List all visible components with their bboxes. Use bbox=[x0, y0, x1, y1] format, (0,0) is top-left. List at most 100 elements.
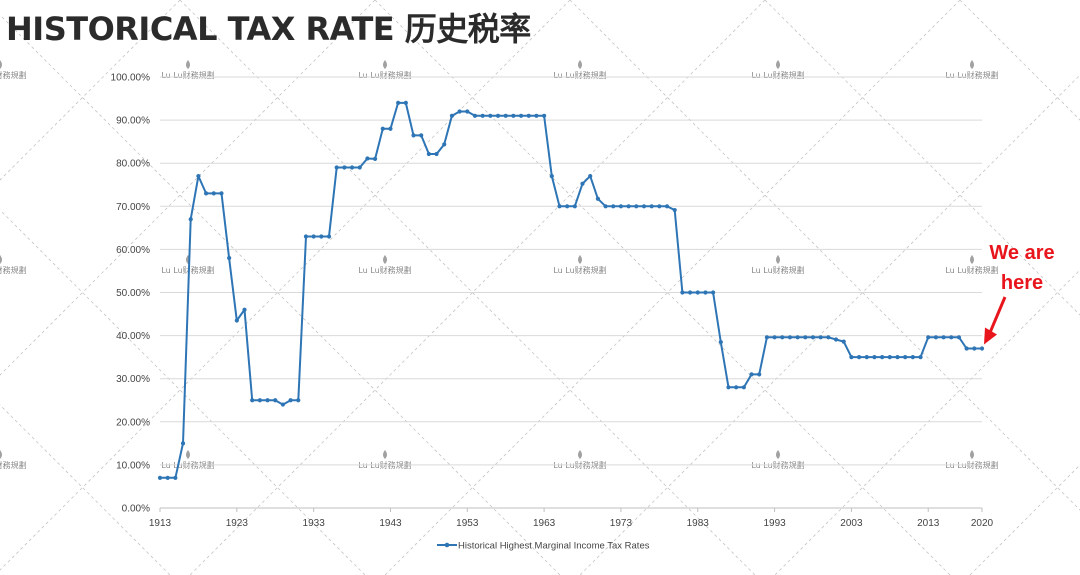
data-point bbox=[242, 307, 247, 312]
data-point bbox=[734, 385, 739, 390]
data-point bbox=[334, 165, 339, 170]
data-point bbox=[887, 355, 892, 360]
y-tick-label: 100.00% bbox=[111, 73, 151, 84]
annotation-arrow-shaft bbox=[988, 296, 1007, 334]
data-point bbox=[396, 100, 401, 105]
data-point bbox=[419, 133, 424, 138]
x-tick-label: 1973 bbox=[610, 518, 633, 529]
data-point bbox=[757, 372, 762, 377]
data-point bbox=[956, 335, 962, 340]
data-point bbox=[465, 109, 470, 114]
data-point bbox=[380, 126, 385, 131]
data-point bbox=[741, 385, 746, 390]
legend-label: Historical Highest Marginal Income Tax R… bbox=[458, 541, 650, 552]
data-point bbox=[810, 335, 816, 340]
data-point bbox=[680, 290, 685, 295]
data-point bbox=[426, 151, 431, 157]
x-tick-label: 1993 bbox=[763, 518, 786, 529]
data-point bbox=[250, 398, 255, 403]
data-point bbox=[265, 398, 270, 403]
data-point bbox=[649, 204, 654, 209]
x-tick-label: 1983 bbox=[687, 518, 710, 529]
data-point bbox=[342, 165, 347, 170]
data-point bbox=[434, 151, 439, 157]
data-point bbox=[549, 174, 554, 179]
data-point bbox=[657, 204, 662, 209]
data-point bbox=[273, 398, 278, 403]
data-point bbox=[941, 335, 946, 340]
data-point bbox=[349, 165, 355, 170]
y-tick-label: 80.00% bbox=[116, 159, 150, 170]
data-point bbox=[595, 196, 600, 201]
x-tick-label: 1933 bbox=[303, 518, 326, 529]
series-historical-rates bbox=[157, 100, 985, 480]
page-title: HISTORICAL TAX RATE 历史税率 bbox=[6, 10, 531, 48]
x-tick-label: 1943 bbox=[379, 518, 402, 529]
data-point bbox=[388, 126, 393, 131]
data-point bbox=[979, 346, 985, 351]
data-point bbox=[772, 335, 777, 340]
data-point bbox=[280, 402, 286, 407]
data-point bbox=[411, 133, 416, 138]
y-tick-label: 30.00% bbox=[116, 374, 150, 385]
data-point bbox=[895, 355, 900, 360]
data-point bbox=[257, 398, 262, 403]
data-point bbox=[488, 113, 493, 118]
data-point bbox=[918, 355, 923, 360]
data-point bbox=[718, 339, 723, 345]
data-point bbox=[611, 204, 616, 209]
data-point bbox=[165, 475, 170, 480]
data-point bbox=[641, 204, 647, 209]
data-point bbox=[188, 217, 193, 222]
data-point bbox=[634, 204, 639, 209]
data-point bbox=[219, 191, 224, 196]
data-point bbox=[833, 337, 839, 342]
data-point bbox=[910, 355, 915, 360]
data-point bbox=[449, 113, 455, 118]
data-point bbox=[526, 113, 531, 118]
data-point bbox=[196, 174, 201, 179]
legend-swatch-marker bbox=[444, 542, 450, 548]
x-tick-label: 1953 bbox=[456, 518, 479, 529]
data-point bbox=[949, 335, 954, 340]
data-point bbox=[319, 234, 324, 239]
data-point bbox=[588, 174, 593, 179]
gridlines bbox=[160, 76, 982, 509]
data-point bbox=[326, 234, 332, 239]
data-point bbox=[872, 355, 877, 360]
data-point bbox=[234, 318, 239, 323]
y-tick-label: 40.00% bbox=[116, 331, 150, 342]
data-point bbox=[495, 113, 501, 118]
data-point bbox=[227, 255, 232, 261]
data-point bbox=[472, 113, 478, 118]
y-tick-label: 90.00% bbox=[116, 116, 150, 127]
annotation-line-1: We are bbox=[989, 242, 1054, 264]
y-tick-label: 0.00% bbox=[122, 504, 150, 515]
data-point bbox=[180, 441, 186, 446]
y-tick-label: 20.00% bbox=[116, 417, 150, 428]
x-tick-label: 1963 bbox=[533, 518, 556, 529]
data-point bbox=[764, 335, 769, 340]
data-point bbox=[288, 398, 293, 403]
data-point bbox=[726, 385, 731, 390]
annotation-arrow-head bbox=[984, 327, 997, 345]
data-point bbox=[173, 475, 178, 480]
data-point bbox=[518, 113, 524, 118]
data-point bbox=[880, 355, 885, 360]
data-point bbox=[926, 335, 931, 340]
annotation-we-are-here: We are here bbox=[984, 242, 1055, 345]
data-point bbox=[457, 109, 462, 114]
data-point bbox=[357, 165, 362, 170]
x-tick-label: 2003 bbox=[840, 518, 863, 529]
data-point bbox=[856, 355, 862, 360]
data-point bbox=[703, 290, 708, 295]
data-point bbox=[780, 335, 785, 340]
data-point bbox=[480, 113, 485, 118]
data-point bbox=[580, 181, 585, 186]
data-point bbox=[565, 204, 570, 209]
legend: Historical Highest Marginal Income Tax R… bbox=[437, 541, 650, 552]
data-point bbox=[818, 335, 823, 340]
y-tick-label: 70.00% bbox=[116, 202, 150, 213]
data-point bbox=[503, 113, 508, 118]
